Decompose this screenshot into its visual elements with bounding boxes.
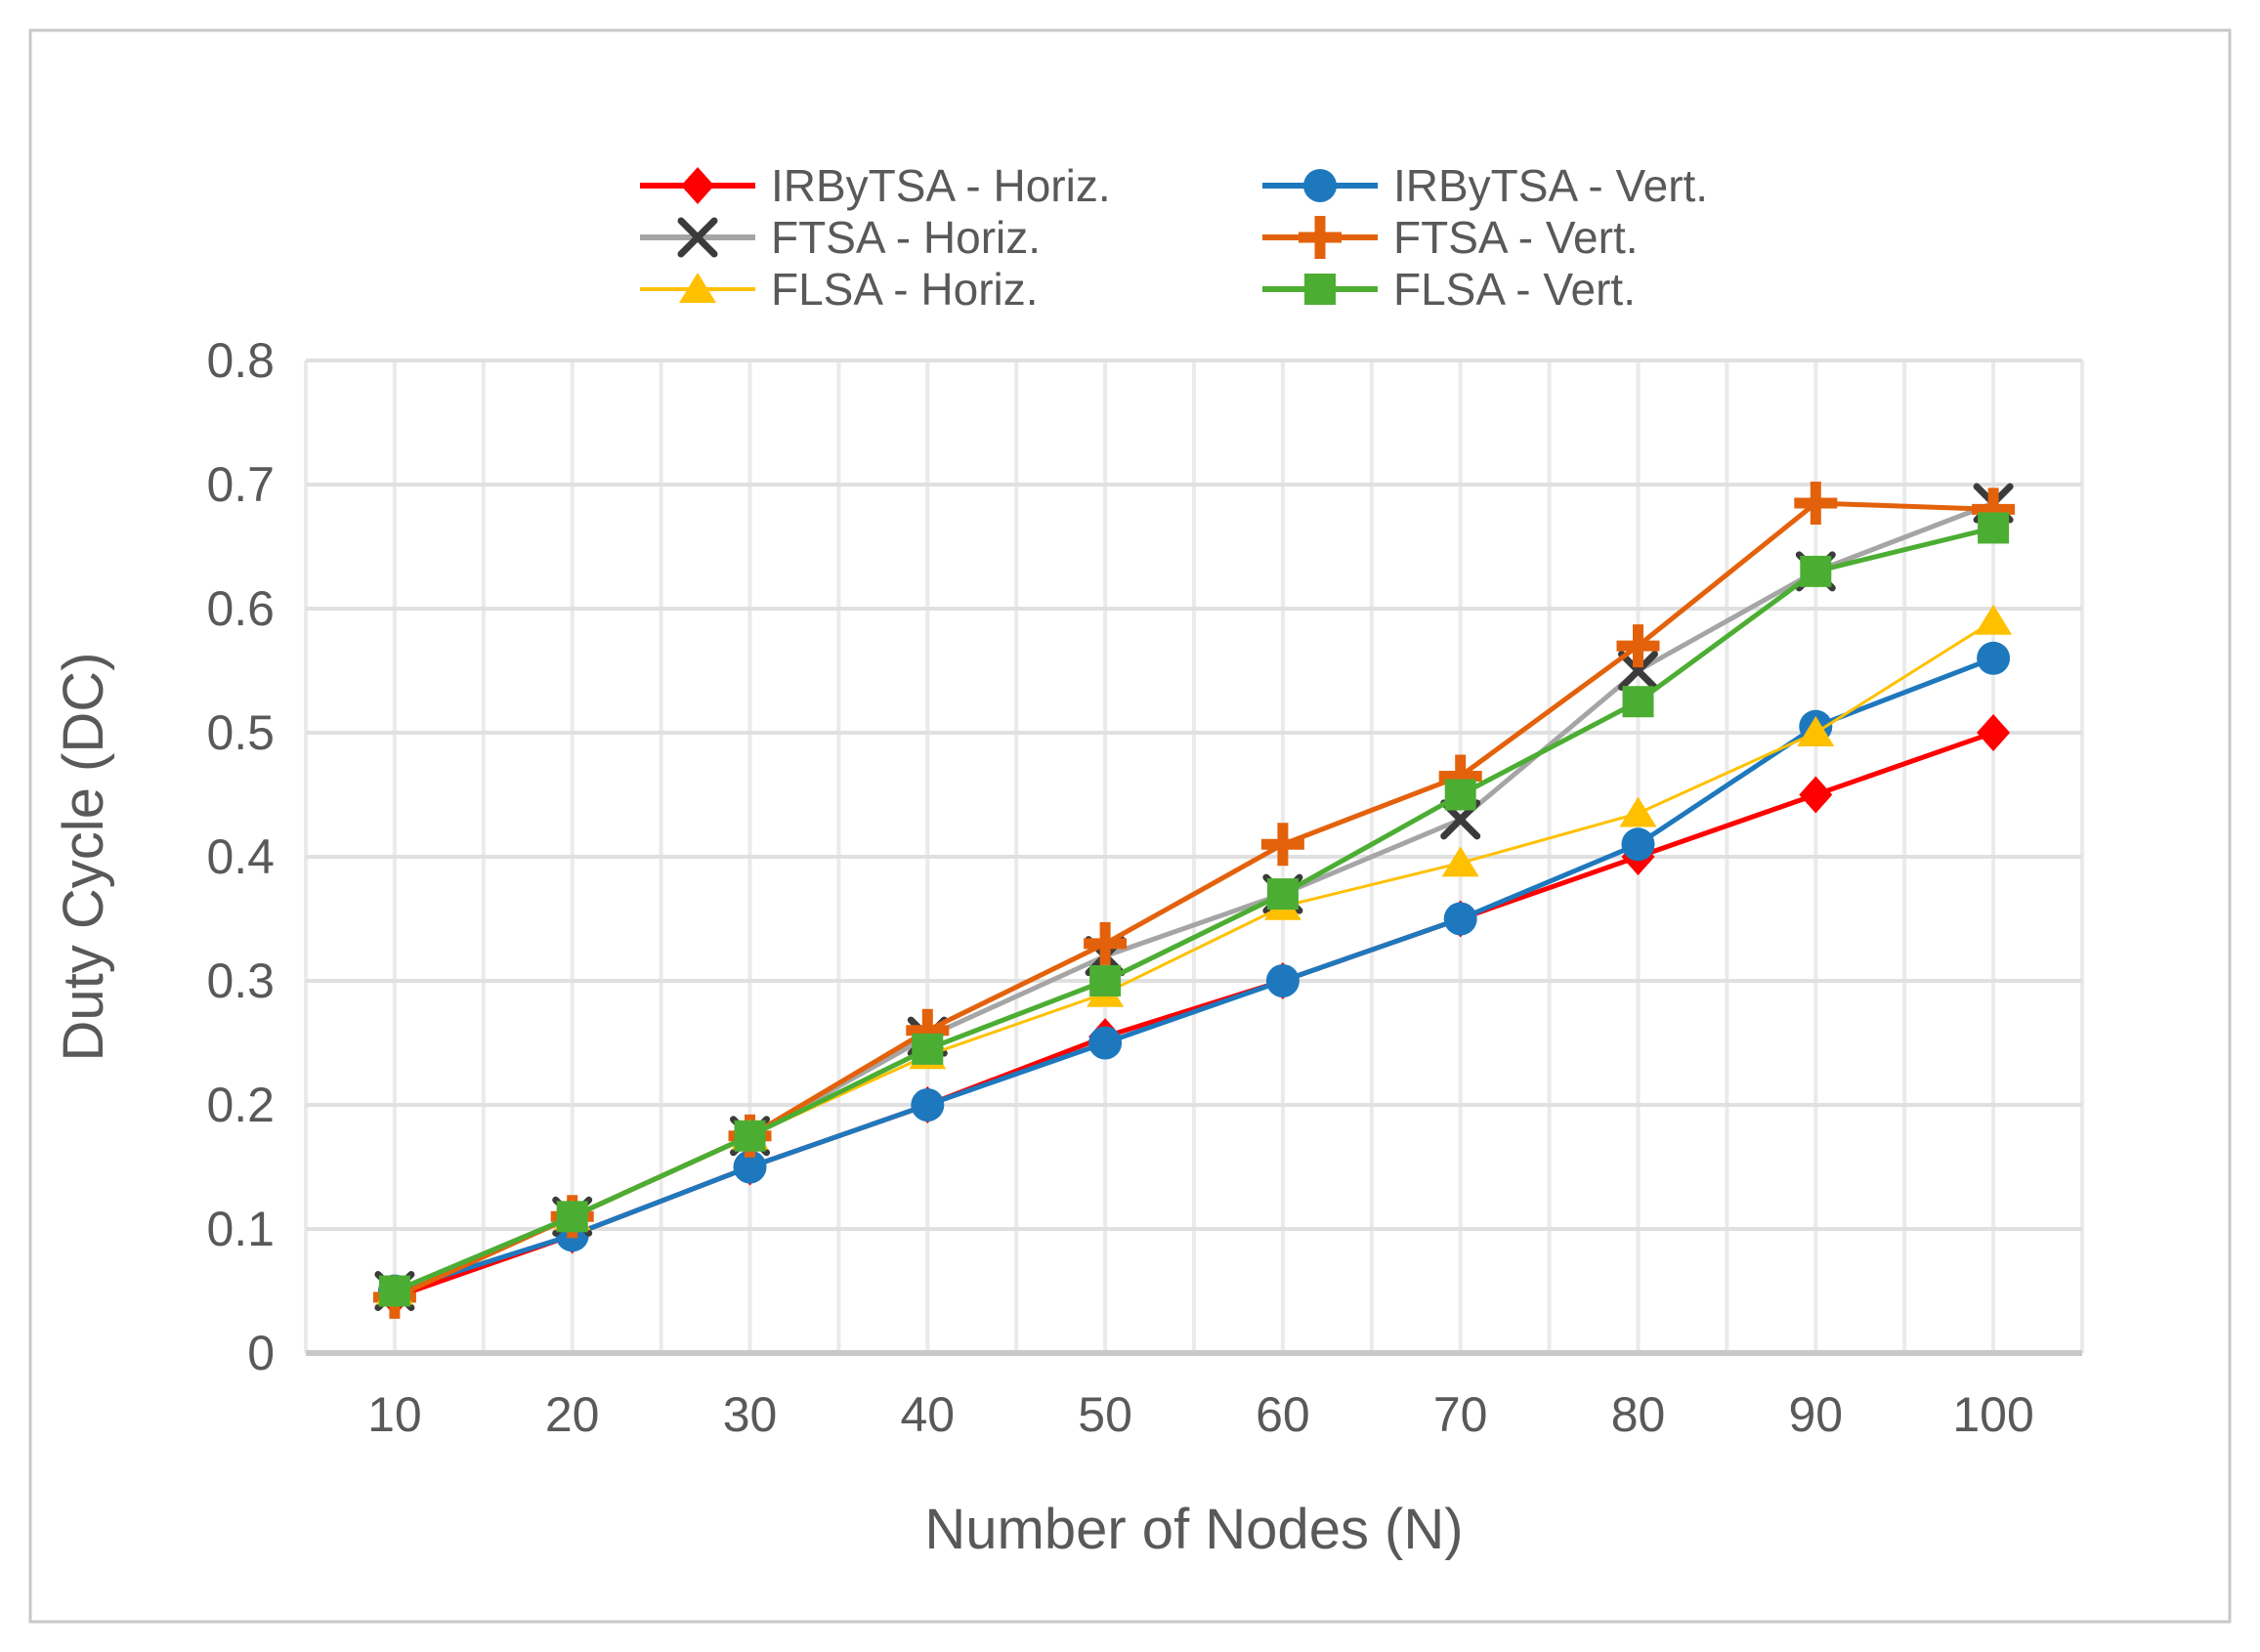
square-marker — [1304, 274, 1336, 305]
x-marker — [1618, 651, 1658, 691]
legend: IRByTSA - Horiz. IRByTSA - Vert. FTSA - Ho… — [640, 160, 1708, 315]
triangle-marker — [1975, 604, 2013, 635]
legend-label: FTSA - Vert. — [1393, 212, 1639, 263]
y-tick-label: 0.2 — [206, 1078, 275, 1132]
triangle-marker — [1619, 796, 1657, 827]
triangle-marker — [1441, 846, 1479, 877]
legend-label: FTSA - Horiz. — [771, 212, 1041, 263]
series-flsa-vert — [378, 512, 2010, 1307]
series-line — [393, 526, 1994, 1293]
diamond-marker — [1799, 776, 1833, 814]
triangle-marker — [1797, 716, 1835, 746]
circle-marker — [1088, 1026, 1123, 1060]
circle-marker — [1265, 964, 1300, 997]
x-tick-label: 60 — [1256, 1387, 1310, 1442]
diamond-marker — [1977, 714, 2011, 751]
x-tick-label: 40 — [900, 1387, 955, 1442]
legend-item-irbytsa-vert: IRByTSA - Vert. — [1262, 160, 1708, 211]
y-tick-label: 0.8 — [206, 333, 275, 388]
square-marker — [1266, 878, 1299, 911]
x-axis-title: Number of Nodes (N) — [924, 1498, 1463, 1561]
legend-label: IRByTSA - Horiz. — [771, 160, 1111, 211]
y-tick-label: 0.7 — [206, 457, 275, 512]
legend-item-flsa-horiz: FLSA - Horiz. — [640, 264, 1039, 315]
x-tick-label: 80 — [1611, 1387, 1666, 1442]
square-marker — [1089, 965, 1122, 996]
circle-marker — [733, 1150, 767, 1184]
diamond-marker — [681, 167, 714, 204]
circle-marker — [1977, 641, 2011, 675]
y-tick-label: 0 — [247, 1326, 275, 1380]
square-marker — [1444, 779, 1476, 811]
y-axis-tick-labels: 0 0.1 0.2 0.3 0.4 0.5 0.6 0.7 0.8 — [206, 333, 275, 1380]
circle-marker — [1621, 827, 1655, 862]
circle-marker — [1303, 169, 1337, 202]
square-marker — [912, 1033, 944, 1065]
y-tick-label: 0.1 — [206, 1202, 275, 1256]
plus-marker — [1084, 921, 1128, 965]
legend-item-flsa-vert: FLSA - Vert. — [1262, 264, 1636, 315]
figure-border — [28, 28, 2232, 1624]
legend-label: IRByTSA - Vert. — [1393, 160, 1708, 211]
plus-marker — [1794, 482, 1838, 526]
square-marker — [1622, 686, 1654, 718]
series-group — [372, 482, 2016, 1319]
square-marker — [1978, 512, 2010, 544]
series-line — [394, 656, 1994, 1293]
y-tick-label: 0.5 — [206, 705, 275, 760]
legend-item-ftsa-vert: FTSA - Vert. — [1262, 212, 1639, 263]
circle-marker — [1443, 902, 1477, 936]
y-tick-label: 0.3 — [206, 953, 275, 1008]
circle-marker — [911, 1088, 945, 1122]
square-marker — [556, 1201, 588, 1233]
plus-marker — [1616, 624, 1660, 668]
x-tick-label: 20 — [545, 1387, 600, 1442]
y-axis-title: Duty Cycle (DC) — [52, 653, 115, 1062]
triangle-marker — [679, 273, 716, 303]
x-tick-label: 90 — [1788, 1387, 1843, 1442]
legend-item-irbytsa-horiz: IRByTSA - Horiz. — [640, 160, 1111, 211]
legend-item-ftsa-horiz: FTSA - Horiz. — [640, 212, 1041, 263]
x-marker — [677, 217, 718, 258]
x-tick-label: 50 — [1078, 1387, 1132, 1442]
x-axis-tick-labels: 10 20 30 40 50 60 70 80 90 100 — [367, 1387, 2034, 1442]
plus-marker — [1260, 823, 1304, 867]
square-marker — [378, 1275, 410, 1307]
y-tick-label: 0.4 — [206, 829, 275, 884]
legend-label: FLSA - Vert. — [1393, 264, 1636, 315]
x-tick-label: 70 — [1433, 1387, 1488, 1442]
x-tick-label: 100 — [1952, 1387, 2033, 1442]
y-tick-label: 0.6 — [206, 581, 275, 636]
x-tick-label: 30 — [723, 1387, 778, 1442]
legend-label: FLSA - Horiz. — [771, 264, 1039, 315]
plus-marker — [1299, 216, 1342, 259]
x-tick-label: 10 — [367, 1387, 422, 1442]
square-marker — [1800, 555, 1832, 587]
square-marker — [734, 1120, 766, 1152]
